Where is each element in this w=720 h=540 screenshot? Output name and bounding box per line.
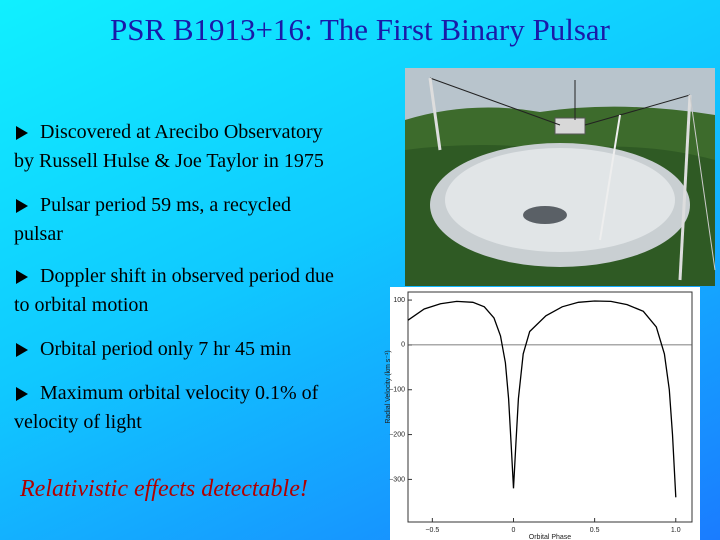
x-axis-label: Orbital Phase — [529, 534, 572, 540]
radial-velocity-chart: 100 0 −100 −200 −300 −0.5 0 0.5 1.0 Orbital Phase… — [385, 287, 700, 540]
x-tick-label: −0.5 — [425, 527, 439, 534]
velocity-curve — [407, 300, 677, 498]
y-tick-label: 100 — [393, 297, 405, 304]
x-tick-label: 0 — [512, 527, 516, 534]
bullet-arrow — [16, 199, 28, 213]
bullet-arrow — [16, 270, 28, 284]
bullet-line: pulsar — [14, 223, 63, 245]
bullet-arrow — [16, 387, 28, 401]
y-tick-label: 0 — [401, 342, 405, 349]
bullet-arrow — [16, 126, 28, 140]
bullet: Discovered at Arecibo Observatory by Russ… — [14, 118, 324, 176]
conclusion: Relativistic effects detectable! — [20, 476, 308, 502]
bullet-line: velocity of light — [14, 411, 142, 433]
x-tick-label: 0.5 — [590, 527, 600, 534]
x-tick-label: 1.0 — [671, 527, 681, 534]
bullet-line: by Russell Hulse & Joe Taylor in 1975 — [14, 150, 324, 172]
bullet: Maximum orbital velocity 0.1% of velocity… — [14, 379, 318, 437]
y-tick-label: −300 — [389, 476, 405, 483]
bullet-line: Orbital period only 7 hr 45 min — [14, 335, 291, 364]
arecibo-photo — [405, 68, 716, 287]
bullet-line: Pulsar period 59 ms, a recycled — [14, 191, 291, 220]
bullet: Doppler shift in observed period due to o… — [14, 262, 334, 320]
bullet-line: to orbital motion — [14, 294, 149, 316]
slide-title: PSR B1913+16: The First Binary Pulsar — [109, 12, 611, 47]
bullet-line: Discovered at Arecibo Observatory — [14, 118, 324, 147]
bullet-arrow — [16, 343, 28, 357]
bullet-line: Maximum orbital velocity 0.1% of — [14, 379, 318, 408]
bullet: Orbital period only 7 hr 45 min — [14, 335, 291, 364]
y-axis-label: Radial Velocity (km s⁻¹) — [385, 350, 392, 423]
bullet-line: Doppler shift in observed period due — [14, 262, 334, 291]
bullet: Pulsar period 59 ms, a recycled pulsar — [14, 191, 291, 249]
plot-frame — [407, 291, 693, 523]
y-tick-label: −200 — [389, 431, 405, 438]
y-tick-label: −100 — [389, 387, 405, 394]
